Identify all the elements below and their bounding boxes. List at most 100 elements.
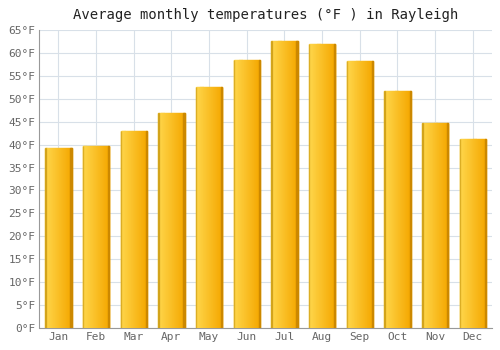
Bar xyxy=(201,87,202,328)
Bar xyxy=(50,148,51,328)
Bar xyxy=(355,61,356,328)
Bar xyxy=(274,41,275,328)
Bar xyxy=(353,61,354,328)
Bar xyxy=(254,60,256,328)
Bar xyxy=(168,113,169,328)
Bar xyxy=(106,146,108,328)
Bar xyxy=(309,44,310,328)
Bar xyxy=(277,41,278,328)
Bar xyxy=(220,87,221,328)
Bar xyxy=(120,131,121,328)
Bar xyxy=(357,61,358,328)
Bar xyxy=(89,146,90,328)
Bar xyxy=(485,139,486,328)
Bar xyxy=(328,44,330,328)
Bar xyxy=(221,87,222,328)
Bar xyxy=(428,123,429,328)
Bar xyxy=(159,113,160,328)
Bar xyxy=(297,41,298,328)
Bar xyxy=(217,87,218,328)
Bar xyxy=(138,131,139,328)
Bar xyxy=(221,87,222,328)
Bar xyxy=(429,123,430,328)
Bar xyxy=(211,87,212,328)
Bar xyxy=(94,146,96,328)
Bar xyxy=(212,87,213,328)
Bar xyxy=(197,87,198,328)
Bar xyxy=(164,113,165,328)
Bar xyxy=(271,41,272,328)
Bar xyxy=(346,61,347,328)
Bar xyxy=(366,61,367,328)
Bar xyxy=(139,131,140,328)
Bar xyxy=(465,139,466,328)
Bar xyxy=(358,61,359,328)
Bar xyxy=(102,146,104,328)
Bar xyxy=(246,60,248,328)
Bar xyxy=(107,146,108,328)
Bar xyxy=(406,91,408,328)
Bar xyxy=(431,123,432,328)
Bar xyxy=(174,113,176,328)
Bar xyxy=(176,113,178,328)
Bar xyxy=(320,44,321,328)
Bar xyxy=(239,60,240,328)
Bar xyxy=(248,60,249,328)
Bar xyxy=(393,91,394,328)
Bar xyxy=(296,41,298,328)
Bar xyxy=(334,44,336,328)
Bar xyxy=(242,60,243,328)
Bar xyxy=(363,61,364,328)
Bar xyxy=(98,146,100,328)
Bar xyxy=(142,131,143,328)
Bar xyxy=(135,131,136,328)
Bar xyxy=(437,123,438,328)
Bar xyxy=(83,146,84,328)
Bar xyxy=(479,139,480,328)
Bar xyxy=(146,131,147,328)
Bar xyxy=(88,146,89,328)
Bar xyxy=(196,87,197,328)
Bar xyxy=(445,123,446,328)
Bar xyxy=(126,131,127,328)
Bar xyxy=(387,91,388,328)
Bar xyxy=(166,113,167,328)
Bar xyxy=(245,60,246,328)
Bar xyxy=(161,113,162,328)
Bar xyxy=(204,87,205,328)
Bar xyxy=(70,148,71,328)
Bar xyxy=(281,41,282,328)
Bar xyxy=(426,123,428,328)
Bar xyxy=(121,131,122,328)
Bar xyxy=(70,148,72,328)
Bar xyxy=(286,41,287,328)
Bar xyxy=(146,131,147,328)
Bar xyxy=(167,113,168,328)
Bar xyxy=(279,41,280,328)
Bar xyxy=(356,61,357,328)
Bar xyxy=(100,146,102,328)
Bar xyxy=(278,41,279,328)
Bar xyxy=(321,44,322,328)
Bar xyxy=(236,60,237,328)
Bar xyxy=(313,44,314,328)
Bar xyxy=(439,123,440,328)
Bar xyxy=(92,146,93,328)
Bar xyxy=(170,113,172,328)
Bar xyxy=(48,148,49,328)
Bar xyxy=(326,44,327,328)
Bar xyxy=(219,87,220,328)
Bar xyxy=(348,61,350,328)
Bar xyxy=(424,123,426,328)
Bar xyxy=(398,91,399,328)
Bar xyxy=(45,148,46,328)
Bar xyxy=(447,123,448,328)
Bar xyxy=(359,61,360,328)
Bar xyxy=(168,113,170,328)
Bar xyxy=(199,87,200,328)
Bar xyxy=(482,139,484,328)
Bar xyxy=(64,148,65,328)
Bar xyxy=(246,60,247,328)
Bar xyxy=(162,113,163,328)
Bar xyxy=(160,113,161,328)
